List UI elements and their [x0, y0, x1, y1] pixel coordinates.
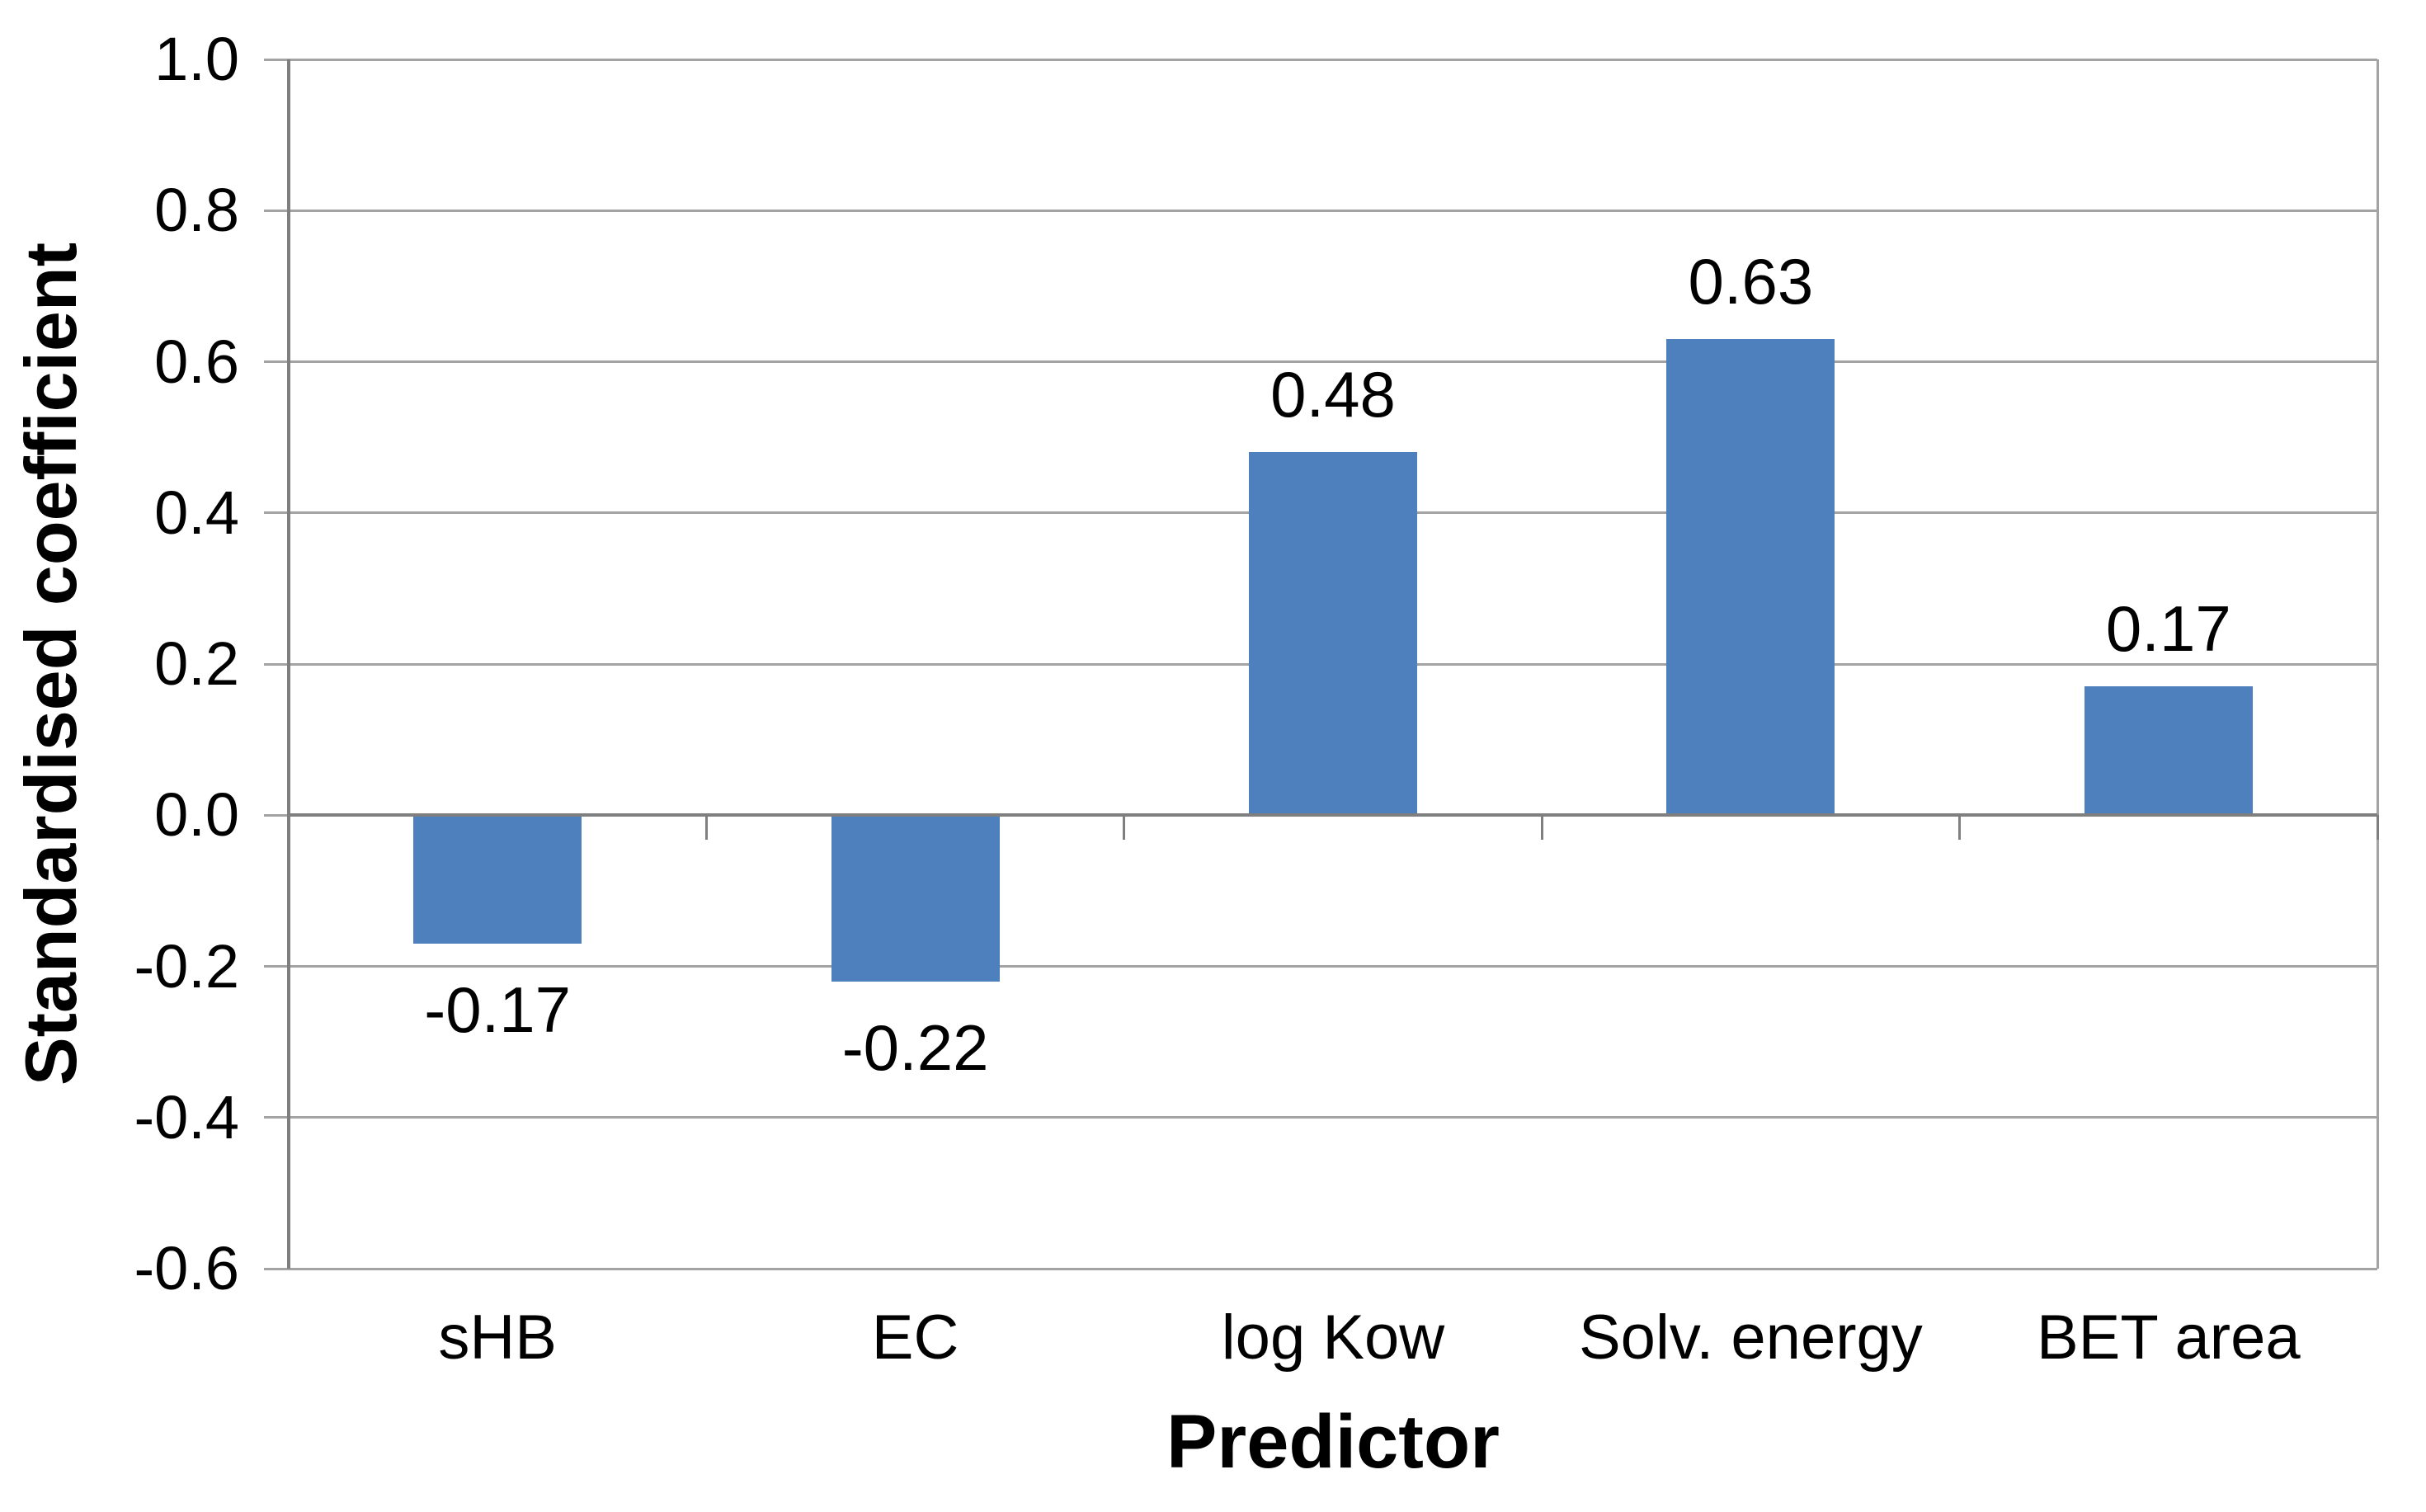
x-axis-title: Predictor [1166, 1400, 1500, 1484]
bar [2084, 686, 2253, 816]
gridline [264, 360, 2377, 363]
category-axis-tick [704, 815, 708, 841]
gridline [264, 209, 2377, 212]
bar-value-label: -0.17 [424, 973, 572, 1046]
y-axis-tick-label: 0.4 [154, 478, 239, 547]
bar-value-label: 0.63 [1688, 245, 1814, 318]
y-axis-tick-label: 0.0 [154, 780, 239, 850]
category-label: log Kow [1221, 1302, 1445, 1373]
category-axis-tick [287, 815, 290, 841]
category-label: sHB [438, 1302, 557, 1373]
y-axis-tick-label: 0.2 [154, 629, 239, 698]
category-axis-tick [1958, 815, 1962, 841]
y-axis-tick-label: -0.6 [134, 1234, 239, 1302]
bar [1249, 452, 1417, 816]
gridline [264, 965, 2377, 968]
plot-right-border [2376, 59, 2379, 1269]
category-label: EC [871, 1302, 959, 1373]
y-axis-line [287, 59, 290, 1269]
y-axis-tick-label: 0.6 [154, 327, 239, 396]
bar [831, 815, 1000, 982]
y-axis-tick-label: 0.8 [154, 176, 239, 245]
y-axis-tick-label: -0.2 [134, 931, 239, 1001]
bar-value-label: 0.48 [1270, 358, 1396, 431]
y-axis-tick-label: -0.4 [134, 1082, 239, 1152]
bar [1666, 339, 1835, 816]
category-label: Solv. energy [1578, 1302, 1923, 1373]
gridline [264, 1116, 2377, 1119]
bar-value-label: -0.22 [841, 1010, 989, 1084]
category-axis-tick [1123, 815, 1126, 841]
gridline [264, 58, 2377, 61]
bar-value-label: 0.17 [2105, 592, 2231, 666]
category-axis-tick [2376, 815, 2379, 841]
bar [413, 815, 582, 944]
category-label: BET area [2036, 1302, 2301, 1373]
gridline [264, 1267, 2377, 1270]
category-axis-line [289, 813, 2377, 817]
category-axis-tick [1540, 815, 1543, 841]
y-axis-tick-label: 1.0 [154, 25, 239, 93]
